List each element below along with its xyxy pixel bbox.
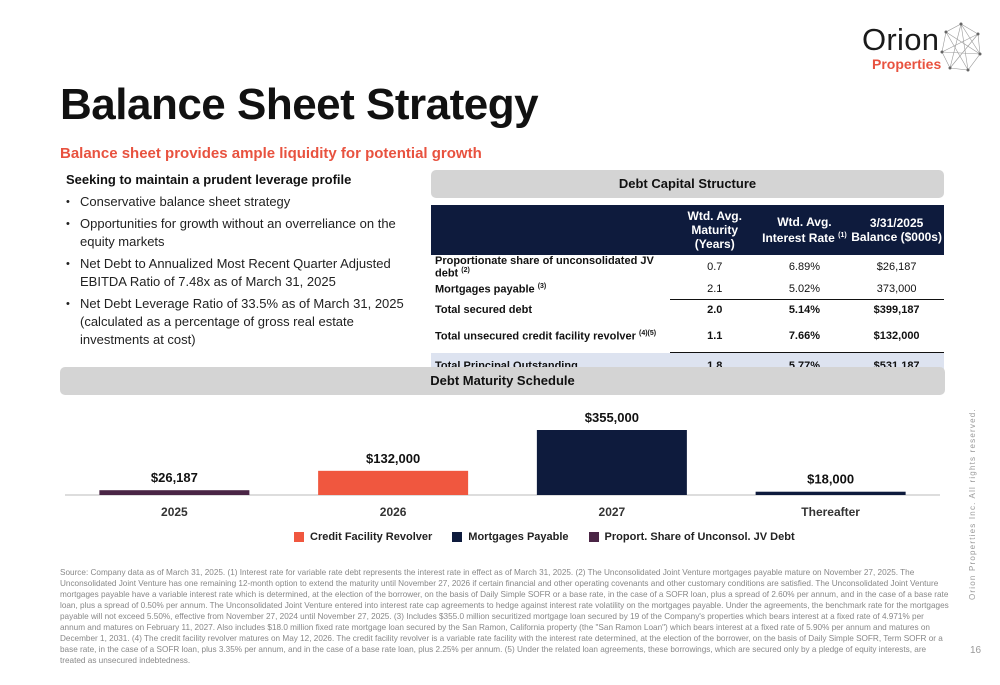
legend-label: Proport. Share of Unconsol. JV Debt <box>604 531 795 543</box>
legend-label: Mortgages Payable <box>468 531 569 543</box>
bullet-item: Net Debt Leverage Ratio of 33.5% as of M… <box>66 295 426 349</box>
debt-maturity-chart: $26,187 2025 $132,000 2026 $355,000 2027 $18,0… <box>65 410 940 519</box>
x-tick-label: Thereafter <box>801 505 860 519</box>
column-header-maturity: Wtd. Avg. Maturity (Years) <box>687 209 742 251</box>
column-header-rate: Wtd. Avg. Interest Rate (1) <box>760 205 850 255</box>
row-label-text: Proportionate share of unconsolidated JV… <box>435 255 654 280</box>
page-title: Balance Sheet Strategy <box>60 80 539 129</box>
debt-maturity-schedule-header: Debt Maturity Schedule <box>60 367 945 395</box>
logo-subtitle: Properties <box>872 56 942 72</box>
bullet-item: Conservative balance sheet strategy <box>66 193 426 211</box>
mortgages-bar <box>536 430 687 495</box>
leverage-summary: Seeking to maintain a prudent leverage p… <box>66 172 426 353</box>
globe-logo-icon <box>940 22 982 72</box>
page-subtitle: Balance sheet provides ample liquidity f… <box>60 145 482 162</box>
legend-swatch <box>588 532 599 542</box>
balance-cell: $132,000 <box>873 329 920 342</box>
column-header-label <box>431 205 670 255</box>
leverage-heading: Seeking to maintain a prudent leverage p… <box>66 172 352 187</box>
rate-cell: 7.66% <box>788 329 821 342</box>
bar-data-label: $355,000 <box>585 410 639 425</box>
bar-data-label: $18,000 <box>807 472 854 487</box>
legend-swatch <box>294 532 304 542</box>
row-label-text: Mortgages payable <box>435 283 535 296</box>
copyright-notice: Orion Properties Inc. All rights reserve… <box>968 408 977 600</box>
table-header-row: Wtd. Avg. Maturity (Years) Wtd. Avg. Int… <box>431 205 944 255</box>
maturity-cell: 2.0 <box>669 299 760 320</box>
rate-cell: 5.14% <box>759 299 850 320</box>
table-row-subtotal: Total secured debt 2.0 5.14% $399,187 <box>431 299 944 320</box>
rate-cell: 5.02% <box>788 283 821 296</box>
maturity-cell: 0.7 <box>707 261 723 274</box>
legend-label: Credit Facility Revolver <box>310 531 433 543</box>
legend-swatch <box>452 532 463 542</box>
maturity-cell: 2.1 <box>707 283 723 296</box>
column-header-rate-text: Wtd. Avg. Interest Rate <box>762 215 835 245</box>
balance-cell: $26,187 <box>876 261 917 274</box>
bullet-item: Net Debt to Annualized Most Recent Quart… <box>66 255 426 291</box>
row-label: Proportionate share of unconsolidated JV… <box>431 255 670 280</box>
row-label-text: Total unsecured credit facility revolver <box>435 330 636 343</box>
table-row: Proportionate share of unconsolidated JV… <box>431 255 944 280</box>
balance-cell: $399,187 <box>849 299 944 320</box>
footnote-ref: (3) <box>537 283 547 291</box>
footnote-ref: (2) <box>461 267 470 274</box>
table-row: Mortgages payable (3) 2.1 5.02% 373,000 <box>431 280 944 300</box>
rate-cell: 6.89% <box>788 261 821 274</box>
footnote-ref: (1) <box>838 232 847 239</box>
leverage-bullets: Conservative balance sheet strategy Oppo… <box>66 193 426 349</box>
chart-legend: Credit Facility Revolver Mortgages Payab… <box>294 531 795 543</box>
bar-data-label: $26,187 <box>151 470 198 485</box>
maturity-cell: 1.1 <box>707 329 723 342</box>
legend-item: Proport. Share of Unconsol. JV Debt <box>588 531 795 543</box>
legend-item: Credit Facility Revolver <box>294 531 432 543</box>
x-tick-label: 2027 <box>599 505 626 519</box>
bullet-item: Opportunities for growth without an over… <box>66 215 426 251</box>
legend-item: Mortgages Payable <box>452 531 569 543</box>
row-label: Total unsecured credit facility revolver… <box>431 320 670 353</box>
x-tick-label: 2025 <box>161 505 188 519</box>
debt-capital-table: Wtd. Avg. Maturity (Years) Wtd. Avg. Int… <box>431 205 944 379</box>
row-label: Mortgages payable (3) <box>431 280 670 300</box>
balance-cell: 373,000 <box>876 283 917 296</box>
x-tick-label: 2026 <box>380 505 407 519</box>
mortgages-bar <box>755 491 906 495</box>
page-number: 16 <box>970 645 982 656</box>
credit-facility-bar <box>318 470 469 495</box>
column-header-balance: 3/31/2025 Balance ($000s) <box>851 216 942 244</box>
source-footnote: Source: Company data as of March 31, 202… <box>60 568 949 665</box>
table-row: Total unsecured credit facility revolver… <box>431 320 944 353</box>
debt-capital-structure-header: Debt Capital Structure <box>431 170 944 198</box>
footnote-ref: (4)(5) <box>638 329 657 337</box>
logo-wordmark: Orion <box>862 22 940 57</box>
row-label: Total secured debt <box>435 303 532 316</box>
jv-debt-bar <box>99 490 250 495</box>
bar-data-label: $132,000 <box>366 451 420 466</box>
